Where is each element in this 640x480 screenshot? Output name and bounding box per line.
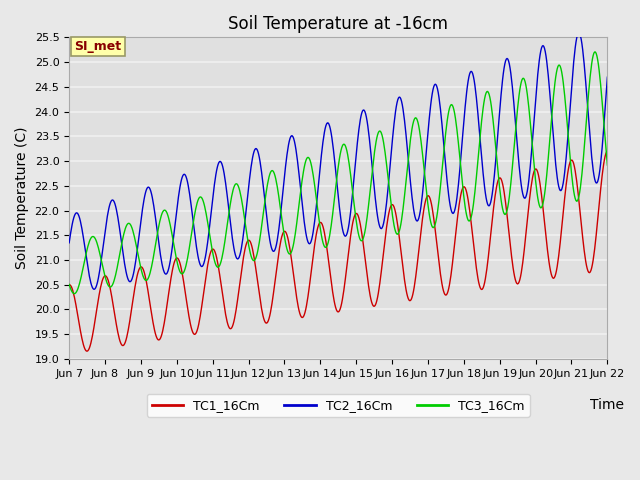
Title: Soil Temperature at -16cm: Soil Temperature at -16cm: [228, 15, 448, 33]
Y-axis label: Soil Temperature (C): Soil Temperature (C): [15, 127, 29, 269]
X-axis label: Time: Time: [590, 397, 625, 411]
Legend: TC1_16Cm, TC2_16Cm, TC3_16Cm: TC1_16Cm, TC2_16Cm, TC3_16Cm: [147, 394, 530, 417]
Text: SI_met: SI_met: [74, 40, 122, 53]
